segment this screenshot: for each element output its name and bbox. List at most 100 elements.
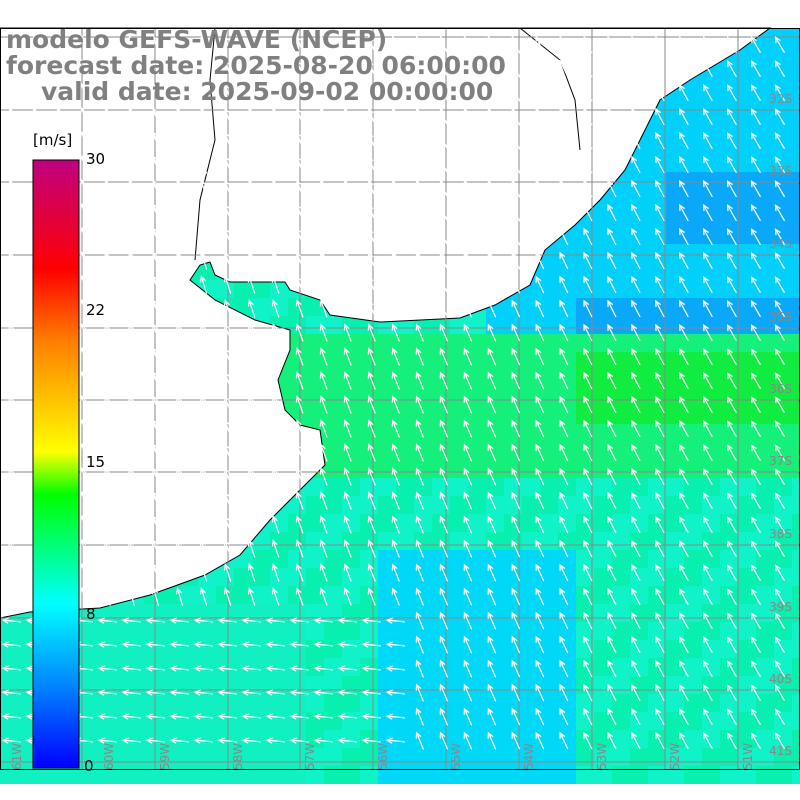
wind-arrow [535, 227, 545, 246]
wind-arrow [337, 665, 358, 672]
wind-arrow [774, 348, 786, 366]
wind-arrow [145, 713, 166, 720]
wind-arrow [343, 467, 352, 486]
wind-arrow [511, 323, 521, 342]
wind-arrow [8, 538, 15, 558]
wind-arrow [463, 131, 473, 150]
wind-arrow [750, 467, 761, 486]
wind-arrow [487, 515, 497, 534]
wind-arrow [607, 131, 617, 150]
wind-arrow [750, 635, 761, 654]
wind-arrow [247, 587, 256, 606]
wind-arrow [151, 83, 160, 102]
wind-arrow [103, 490, 111, 510]
wind-arrow [463, 323, 473, 342]
wind-arrow [343, 491, 352, 510]
wind-arrow [583, 299, 593, 318]
wind-arrow [679, 227, 689, 246]
latitude-label: 37S [769, 454, 792, 468]
wind-arrow [121, 737, 142, 744]
wind-arrow [439, 635, 449, 654]
wind-arrow [319, 395, 328, 414]
wind-arrow [8, 562, 15, 582]
wind-arrow [391, 59, 400, 78]
wind-arrow [463, 83, 473, 102]
wind-arrow [223, 179, 232, 198]
wind-arrow [774, 372, 786, 390]
wind-arrow [559, 107, 569, 126]
wind-arrow [415, 443, 424, 462]
wind-arrow [103, 346, 111, 366]
wind-arrow [655, 323, 665, 342]
wind-arrow [271, 227, 280, 246]
wind-arrow [97, 737, 118, 744]
wind-arrow [247, 203, 256, 222]
wind-arrow [559, 731, 569, 750]
wind-arrow [8, 442, 15, 462]
wind-arrow [32, 34, 39, 54]
wind-arrow [247, 299, 256, 318]
wind-arrow [79, 394, 87, 414]
wind-arrow [487, 251, 497, 270]
wind-arrow [319, 443, 328, 462]
wind-arrow [367, 371, 376, 390]
wind-arrow [726, 227, 737, 246]
wind-arrow [79, 514, 87, 534]
latitude-label: 36S [769, 382, 792, 396]
wind-arrow [367, 251, 376, 270]
wind-arrow [511, 251, 521, 270]
colorbar-tick: 30 [86, 150, 106, 168]
wind-arrow [367, 299, 376, 318]
wind-arrow [726, 539, 737, 558]
wind-arrow [319, 59, 328, 78]
wind-arrow [319, 347, 328, 366]
wind-arrow [223, 35, 232, 54]
wind-arrow [655, 251, 665, 270]
wind-arrow [169, 617, 190, 624]
wind-arrow [774, 684, 786, 702]
wind-arrow [223, 467, 232, 486]
wind-arrow [559, 203, 569, 222]
wind-arrow [199, 515, 208, 534]
wind-arrow [703, 323, 713, 342]
wind-arrow [487, 35, 497, 54]
wind-arrow [175, 419, 184, 438]
longitude-label: 51W [741, 742, 755, 770]
wind-arrow [295, 179, 304, 198]
wind-arrow [559, 419, 569, 438]
wind-arrow [391, 203, 400, 222]
wind-arrow [217, 617, 238, 624]
wind-arrow [199, 227, 208, 246]
wind-arrow [175, 275, 184, 294]
wind-arrow [223, 347, 232, 366]
wind-arrow [361, 641, 382, 648]
wind-arrow [607, 323, 617, 342]
wind-arrow [607, 251, 617, 270]
wind-arrow [247, 515, 256, 534]
wind-arrow [415, 707, 424, 726]
wind-arrow [415, 275, 424, 294]
wind-arrow [607, 83, 617, 102]
wind-arrow [56, 130, 63, 150]
wind-arrow [367, 515, 376, 534]
wind-arrow [463, 731, 473, 750]
wind-arrow [295, 323, 304, 342]
wind-arrow [487, 323, 497, 342]
wind-arrow [79, 154, 87, 174]
wind-arrow [750, 683, 761, 702]
wind-arrow [415, 395, 424, 414]
wind-arrow [750, 227, 761, 246]
wind-arrow [79, 418, 87, 438]
wind-arrow [535, 443, 545, 462]
wind-arrow [583, 563, 593, 582]
wind-arrow [750, 539, 761, 558]
wind-arrow [726, 83, 737, 102]
wind-arrow [121, 665, 142, 672]
wind-arrow [247, 179, 256, 198]
wind-arrow [271, 83, 280, 102]
wind-arrow [511, 683, 521, 702]
wind-arrow [319, 203, 328, 222]
wind-arrow [703, 707, 713, 726]
wind-arrow [439, 179, 449, 198]
wind-arrow [391, 107, 400, 126]
